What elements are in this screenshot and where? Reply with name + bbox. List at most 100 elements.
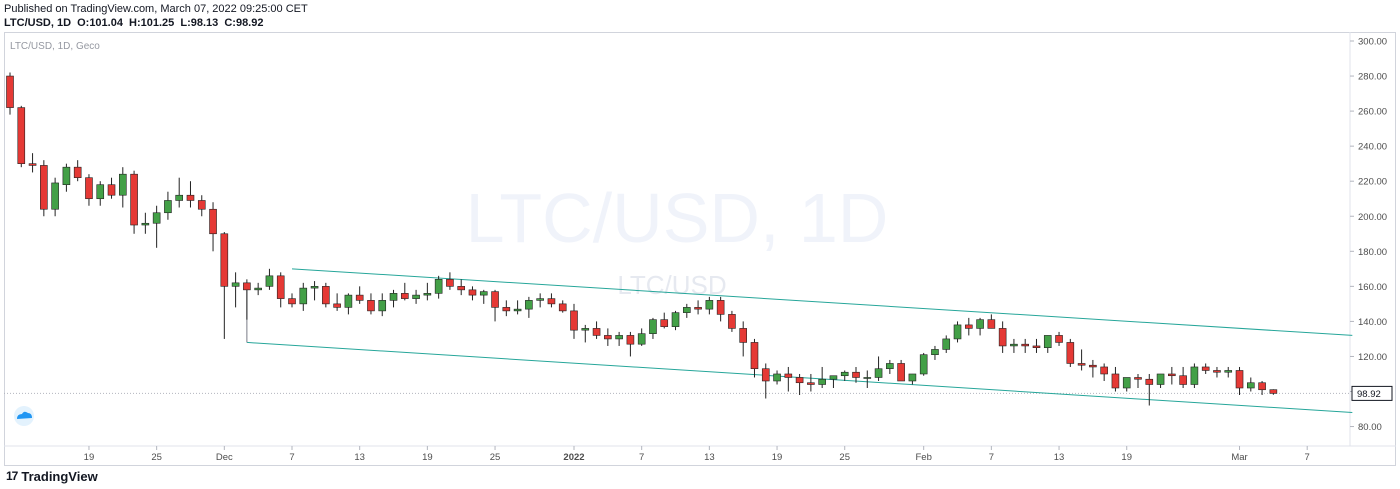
candle-down	[73, 166, 82, 178]
y-tick-label: 120.00	[1358, 352, 1387, 363]
y-tick-label: 80.00	[1358, 422, 1382, 433]
candle-down	[1269, 389, 1278, 394]
x-tick-label: 7	[1305, 452, 1310, 463]
candle-down	[592, 328, 601, 336]
candle-down	[761, 368, 770, 382]
candle-down	[1055, 335, 1063, 343]
symbol-label: LTC/USD, 1D	[4, 17, 72, 29]
x-tick-label: 19	[772, 452, 783, 463]
candle-up	[931, 349, 939, 355]
candle-up	[1247, 382, 1255, 389]
close-value: C:98.92	[224, 17, 264, 29]
x-tick-label: 19	[84, 452, 95, 463]
candle-up	[299, 287, 308, 305]
candle-up	[773, 373, 781, 382]
candle-down	[728, 314, 736, 329]
x-tick-label: 19	[422, 452, 433, 463]
y-tick-label: 240.00	[1358, 142, 1387, 153]
candle-down	[367, 300, 375, 312]
candle-down	[17, 107, 26, 164]
x-tick-label: 13	[354, 452, 365, 463]
candle-up	[310, 286, 319, 289]
candle-down	[502, 307, 511, 312]
candle-up	[152, 212, 161, 224]
candle-down	[1077, 363, 1086, 366]
candle-up	[615, 335, 623, 340]
x-tick-label: Feb	[915, 452, 931, 463]
candle-down	[897, 363, 905, 382]
candle-up	[953, 324, 962, 340]
candle-up	[874, 368, 883, 378]
candle-down	[660, 319, 669, 327]
candle-up	[637, 333, 646, 345]
candle-down	[400, 293, 409, 299]
candle-down	[1066, 342, 1075, 364]
candle-up	[1122, 377, 1131, 389]
y-tick-label: 200.00	[1358, 212, 1387, 223]
x-tick-label: Dec	[216, 452, 233, 463]
candle-up	[175, 194, 183, 201]
candle-up	[96, 184, 105, 200]
candle-up	[344, 294, 353, 308]
candle-up	[412, 294, 420, 299]
candle-up	[164, 200, 172, 214]
chart-frame	[4, 32, 1396, 466]
candle-up	[919, 354, 928, 375]
candle-up	[649, 319, 657, 334]
candle-down	[1179, 375, 1187, 385]
candle-down	[604, 335, 612, 340]
x-tick-label: 25	[490, 452, 501, 463]
cloud-icon	[17, 411, 32, 419]
candle-down	[558, 303, 567, 312]
x-tick-label: 13	[704, 452, 715, 463]
candle-up	[62, 166, 71, 186]
candle-up	[389, 293, 398, 301]
candle-up	[1224, 370, 1233, 373]
candle-up	[378, 300, 387, 312]
candle-down	[1100, 366, 1108, 375]
candle-up	[141, 222, 150, 226]
tradingview-brand[interactable]: TradingView	[21, 468, 98, 484]
last-price-label: 98.92	[1357, 389, 1381, 400]
candle-up	[671, 312, 680, 327]
candle-down	[468, 289, 477, 296]
candle-up	[434, 279, 443, 294]
candle-down	[807, 382, 815, 385]
candle-down	[28, 163, 37, 166]
x-tick-label: Mar	[1231, 452, 1247, 463]
candle-up	[1043, 335, 1052, 348]
candle-up	[423, 293, 432, 296]
candle-down	[209, 208, 217, 235]
candle-down	[491, 291, 499, 308]
y-tick-label: 220.00	[1358, 177, 1387, 188]
candle-down	[750, 342, 759, 370]
candle-down	[457, 286, 466, 291]
candle-up	[908, 373, 917, 382]
y-tick-label: 260.00	[1358, 107, 1387, 118]
x-tick-label: 2022	[563, 452, 584, 463]
candle-down	[739, 328, 748, 343]
candle-up	[976, 319, 984, 329]
tradingview-logo-icon[interactable]: 17	[6, 469, 18, 483]
x-tick-label: 7	[639, 452, 644, 463]
candle-down	[987, 319, 996, 329]
candle-down	[795, 377, 804, 384]
candle-down	[322, 286, 330, 305]
candle-down	[6, 75, 14, 108]
candle-down	[276, 275, 285, 299]
ohlc-header: LTC/USD, 1D O:101.04 H:101.25 L:98.13 C:…	[4, 17, 266, 29]
low-value: L:98.13	[180, 17, 219, 29]
candle-down	[1089, 364, 1097, 368]
candle-down	[243, 282, 251, 291]
y-tick-label: 180.00	[1358, 247, 1387, 258]
candle-up	[705, 300, 714, 310]
candle-up	[1190, 366, 1199, 385]
candle-down	[186, 194, 195, 201]
candle-down	[1032, 345, 1041, 348]
y-tick-label: 300.00	[1358, 37, 1387, 48]
y-tick-label: 280.00	[1358, 72, 1387, 83]
candle-up	[525, 300, 533, 310]
candle-down	[333, 303, 341, 308]
candle-up	[479, 291, 488, 296]
